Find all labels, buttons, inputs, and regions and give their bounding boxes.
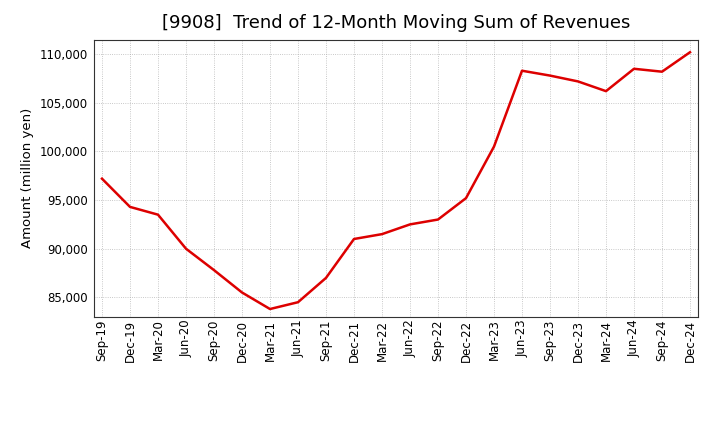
Y-axis label: Amount (million yen): Amount (million yen) <box>21 108 35 248</box>
Title: [9908]  Trend of 12-Month Moving Sum of Revenues: [9908] Trend of 12-Month Moving Sum of R… <box>162 15 630 33</box>
